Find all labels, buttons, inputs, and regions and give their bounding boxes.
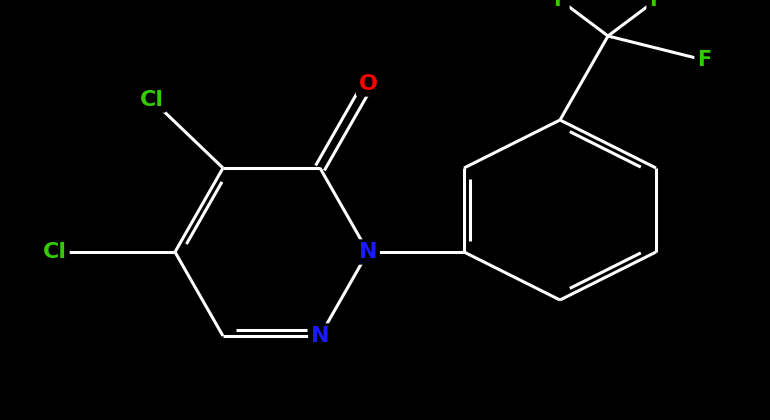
Text: N: N: [311, 326, 330, 346]
Text: Cl: Cl: [43, 242, 67, 262]
Text: O: O: [359, 74, 377, 94]
Text: N: N: [359, 242, 377, 262]
Text: F: F: [697, 50, 711, 70]
Text: Cl: Cl: [140, 90, 164, 110]
Text: F: F: [649, 0, 663, 10]
Text: F: F: [553, 0, 567, 10]
